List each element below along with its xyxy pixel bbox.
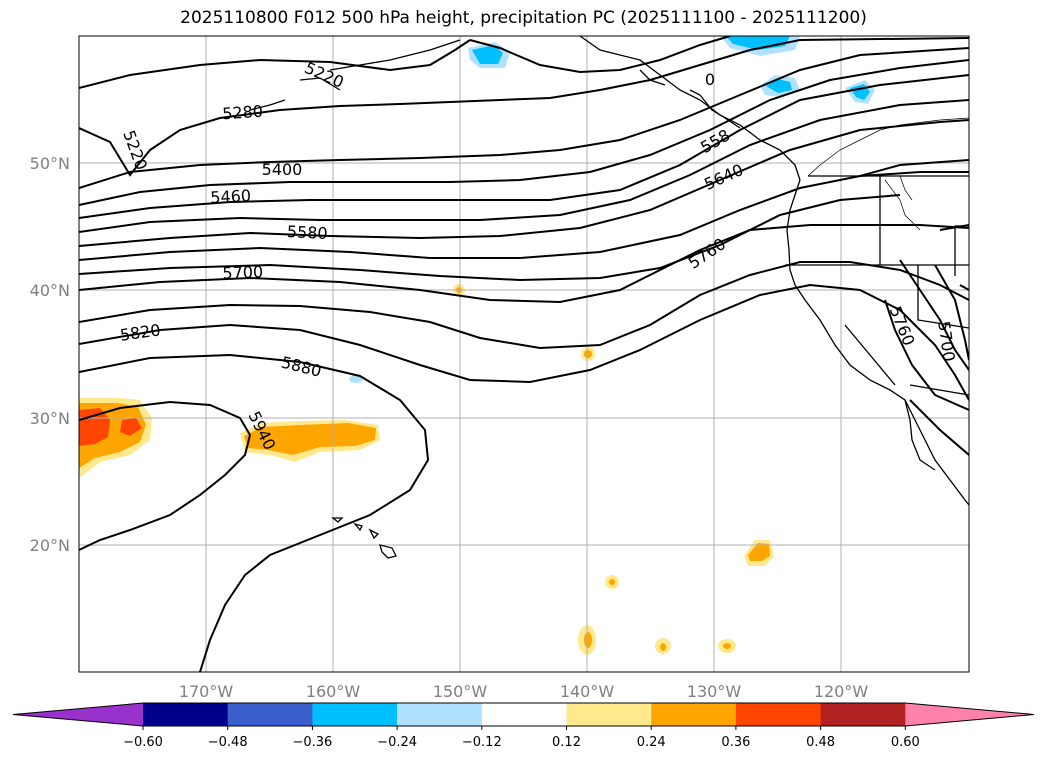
colorbar-segment [651,703,737,726]
lon-label: 170°W [179,682,234,701]
colorbar-segment [312,703,398,726]
lon-label: 160°W [306,682,361,701]
colorbar-tick-label: −0.60 [123,735,163,750]
lat-labels: 50°N 40°N 30°N 20°N [30,154,70,555]
colorbar-tick-label: 0.60 [891,735,920,750]
lat-label: 50°N [30,154,70,173]
contour-label: 5280 [222,102,264,124]
colorbar-segment [735,703,822,726]
colorbar-segment [566,703,652,726]
colorbar-tick-label: 0.24 [637,735,666,750]
colorbar-tick-label: 0.36 [721,735,750,750]
lon-label: 130°W [687,682,742,701]
colorbar-segment [481,703,567,726]
lon-labels: 170°W 160°W 150°W 140°W 130°W 120°W [179,682,869,701]
contour-label: 5580 [286,222,328,243]
lon-label: 140°W [560,682,615,701]
colorbar-tick-label: −0.12 [462,735,502,750]
colorbar-segment [227,703,313,726]
contour-label: 5460 [210,186,252,207]
lat-label: 30°N [30,409,70,428]
colorbar-extend-min [13,703,143,726]
contour-label: 0 [705,70,715,89]
height-contours [79,36,969,672]
contour-label: 5400 [262,160,303,179]
map-frame [78,35,970,673]
colorbar: −0.60 −0.48 −0.36 −0.24 −0.12 0.12 0.24 0.36 0.4… [12,702,1035,750]
colorbar-tick-label: 0.12 [552,735,581,750]
colorbar-tick-label: −0.36 [292,735,332,750]
colorbar-segment [820,703,906,726]
colorbar-extend-max [905,703,1034,726]
map-title: 2025110800 F012 500 hPa height, precipit… [180,8,867,28]
colorbar-segment [397,703,483,726]
contour-label: 5700 [222,262,263,282]
lon-label: 120°W [814,682,869,701]
map-area [79,36,969,672]
colorbar-segment [143,703,229,726]
lat-label: 20°N [30,536,70,555]
lon-label: 150°W [433,682,488,701]
colorbar-tick-label: −0.48 [208,735,248,750]
colorbar-tick-label: 0.48 [806,735,835,750]
lat-label: 40°N [30,281,70,300]
colorbar-tick-label: −0.24 [377,735,417,750]
